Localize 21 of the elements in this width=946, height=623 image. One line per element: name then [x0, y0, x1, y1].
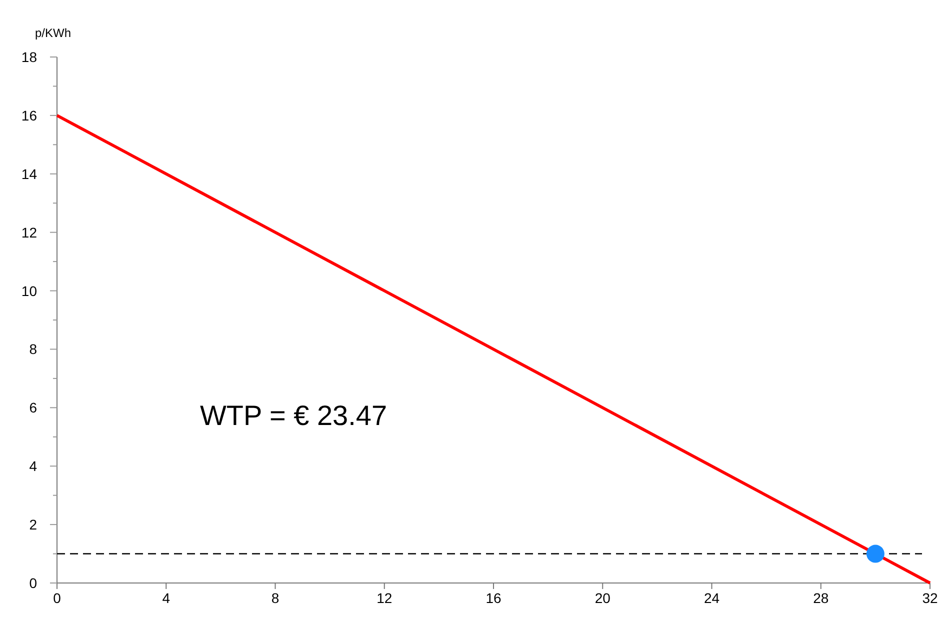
x-tick-label: 20 [594, 590, 611, 606]
x-tick-label: 8 [271, 590, 280, 606]
x-tick-label: 28 [813, 590, 829, 606]
annotation: WTP = € 23.47 [200, 400, 388, 431]
y-axis-title: p/KWh [35, 26, 72, 40]
y-tick-label: 4 [29, 458, 38, 474]
x-tick-label: 24 [704, 590, 720, 606]
y-tick-label: 18 [21, 49, 38, 65]
y-tick-label: 2 [29, 516, 38, 533]
x-tick-label: 12 [376, 590, 392, 606]
y-tick-label: 6 [29, 400, 38, 416]
x-tick-label: 4 [162, 590, 170, 606]
x-tick-label: 0 [53, 590, 62, 606]
y-tick-label: 8 [29, 341, 38, 358]
x-tick-label: 16 [486, 590, 502, 606]
y-tick-label: 10 [21, 282, 38, 299]
y-tick-label: 0 [29, 575, 38, 591]
y-tick-label: 12 [21, 224, 38, 240]
y-tick-label: 16 [21, 107, 38, 124]
x-tick-label: 32 [922, 590, 938, 606]
y-tick-label: 14 [21, 166, 38, 182]
